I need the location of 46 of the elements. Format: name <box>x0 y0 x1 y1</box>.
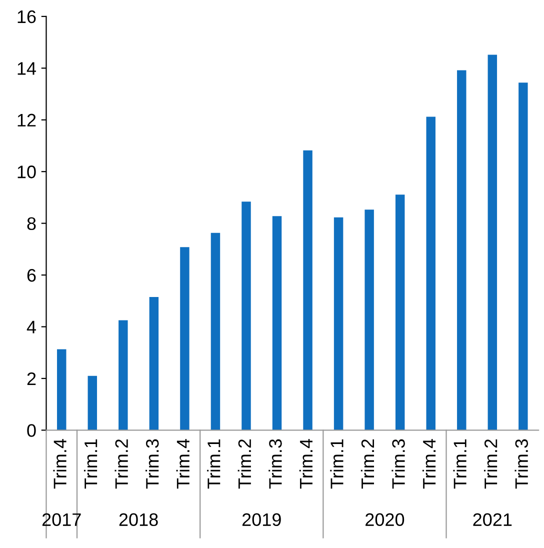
y-tick-label: 2 <box>27 372 36 386</box>
bar <box>118 320 128 430</box>
x-tick-label: Trim.2 <box>114 439 128 489</box>
text: 2021 <box>473 513 512 526</box>
bar <box>180 247 190 430</box>
x-tick-label: Trim.2 <box>484 439 498 489</box>
y-tick-label: 14 <box>18 62 36 75</box>
x-tick-label: Trim.4 <box>176 439 190 489</box>
bar <box>88 376 98 430</box>
x-tick-label: Trim.1 <box>330 439 344 489</box>
bar <box>395 194 405 430</box>
bar <box>149 297 159 430</box>
x-tick-label: Trim.3 <box>268 439 282 489</box>
bar <box>242 202 251 430</box>
x-tick-label: Trim.2 <box>238 439 251 489</box>
y-tick-label: 0 <box>27 424 36 437</box>
x-tick-label: Trim.3 <box>514 439 528 489</box>
y-tick-label: 8 <box>27 217 36 230</box>
bar <box>426 116 436 430</box>
x-tick-label: Trim.1 <box>453 439 466 489</box>
x-tick-label: Trim.3 <box>392 439 405 489</box>
x-tick-label: Trim.4 <box>53 439 66 489</box>
y-tick-label: 6 <box>27 268 36 282</box>
x-tick-label: Trim.1 <box>84 439 98 489</box>
bar <box>210 232 220 430</box>
x-tick-label: Trim.2 <box>360 439 374 489</box>
bar <box>457 70 466 430</box>
y-tick-label: 10 <box>18 166 36 178</box>
y-tick-label: 4 <box>26 320 36 334</box>
y-tick-label: 16 <box>18 10 36 24</box>
bar <box>334 217 344 430</box>
bar <box>518 82 528 430</box>
text: 2017 <box>42 513 81 526</box>
bar <box>364 210 374 430</box>
x-tick-label: Trim.4 <box>422 439 436 489</box>
x-tick-label: Trim.1 <box>207 439 220 489</box>
text: 2018 <box>119 513 158 526</box>
x-tick-label: Trim.4 <box>299 439 312 489</box>
text: 2019 <box>242 513 281 526</box>
bar <box>57 349 66 430</box>
y-tick-label: 12 <box>18 114 36 126</box>
x-tick-label: Trim.3 <box>146 439 159 489</box>
bar <box>303 150 312 430</box>
bar <box>272 216 282 430</box>
text: 2020 <box>366 513 404 526</box>
bar <box>488 54 498 430</box>
